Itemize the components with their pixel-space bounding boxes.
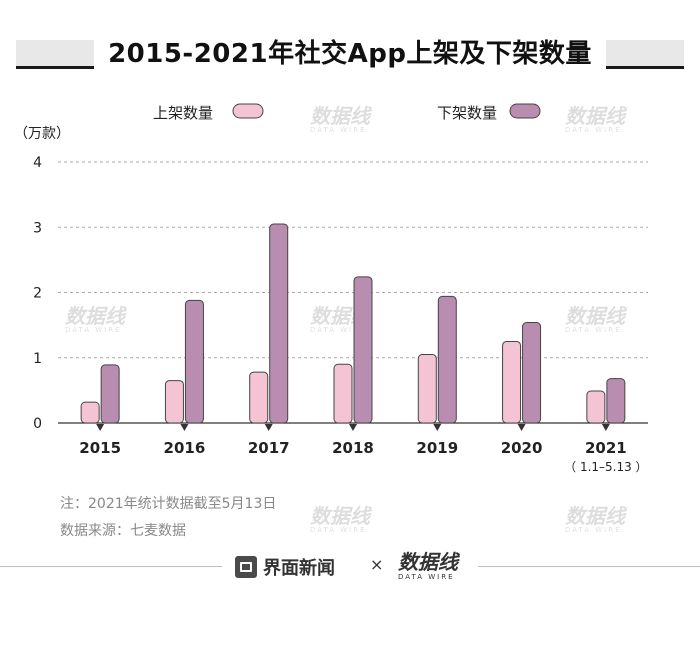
bar-listed-2021 (586, 390, 606, 424)
legend-label-delisted: 下架数量 (437, 104, 497, 122)
x-tick-label: 2018 (332, 439, 374, 457)
x-tick-marker (601, 424, 610, 431)
brand-datawire-sub: DATA WIRE (398, 573, 455, 581)
x-tick-label: 2019 (416, 439, 458, 457)
watermark-logo: 数据线 DATA WIRE (565, 504, 625, 534)
x-tick-marker (433, 424, 442, 431)
bar-delisted-2021 (606, 378, 626, 424)
footer: 界面新闻 × 数据线 DATA WIRE (0, 546, 700, 586)
jiemian-logo-icon (235, 556, 257, 578)
brand-jiemian-label: 界面新闻 (263, 558, 335, 579)
x-tick-label: 2016 (164, 439, 206, 457)
data-source: 数据来源：七麦数据 (60, 523, 186, 539)
x-tick-label: 2021 (585, 439, 627, 457)
y-tick-label: 0 (33, 416, 42, 432)
bar-listed-2019 (417, 353, 437, 424)
brand-datawire: 数据线 DATA WIRE (398, 546, 468, 586)
x-tick-label: 2020 (501, 439, 543, 457)
bar-listed-2015 (80, 401, 100, 424)
legend-swatch-listed (232, 103, 264, 119)
chart-title: 2015-2021年社交App上架及下架数量 (108, 39, 592, 69)
y-tick-label: 2 (33, 286, 42, 302)
bar-listed-2018 (333, 363, 353, 424)
bar-listed-2017 (249, 371, 269, 424)
bar-delisted-2019 (437, 295, 457, 424)
footer-divider (478, 566, 700, 567)
y-tick-label: 4 (33, 155, 42, 171)
bar-listed-2016 (164, 380, 184, 424)
y-tick-label: 3 (33, 220, 42, 236)
bar-listed-2020 (502, 340, 522, 424)
x-tick-label: 2017 (248, 439, 290, 457)
bar-delisted-2016 (184, 299, 204, 424)
x-tick-marker (180, 424, 189, 431)
y-tick-label: 1 (33, 351, 42, 367)
footer-divider (0, 566, 222, 567)
legend-swatch-delisted (509, 103, 541, 119)
bar-delisted-2020 (522, 322, 542, 424)
watermark-logo: 数据线 DATA WIRE (310, 504, 370, 534)
x-tick-marker (517, 424, 526, 431)
x-tick-sublabel: （ 1.1–5.13 ） (564, 460, 647, 474)
x-tick-marker (349, 424, 357, 431)
x-tick-label: 2015 (79, 439, 121, 457)
brand-datawire-label: 数据线 (398, 550, 458, 574)
x-tick-marker (264, 424, 273, 431)
bar-delisted-2015 (100, 364, 120, 424)
y-axis-unit: （万款） (14, 126, 70, 142)
title-backdrop (94, 36, 606, 70)
footnote: 注：2021年统计数据截至5月13日 (60, 496, 277, 512)
legend-label-listed: 上架数量 (153, 104, 213, 122)
brand-jiemian: 界面新闻 (235, 554, 335, 580)
times-sign: × (370, 555, 384, 574)
bar-chart: 上架数量 下架数量 （万款） 0 1 2 3 4 2015 2016 2017 2018 2019 202… (14, 103, 648, 474)
x-tick-marker (96, 424, 105, 431)
bar-delisted-2018 (353, 276, 373, 424)
bar-delisted-2017 (269, 223, 289, 424)
